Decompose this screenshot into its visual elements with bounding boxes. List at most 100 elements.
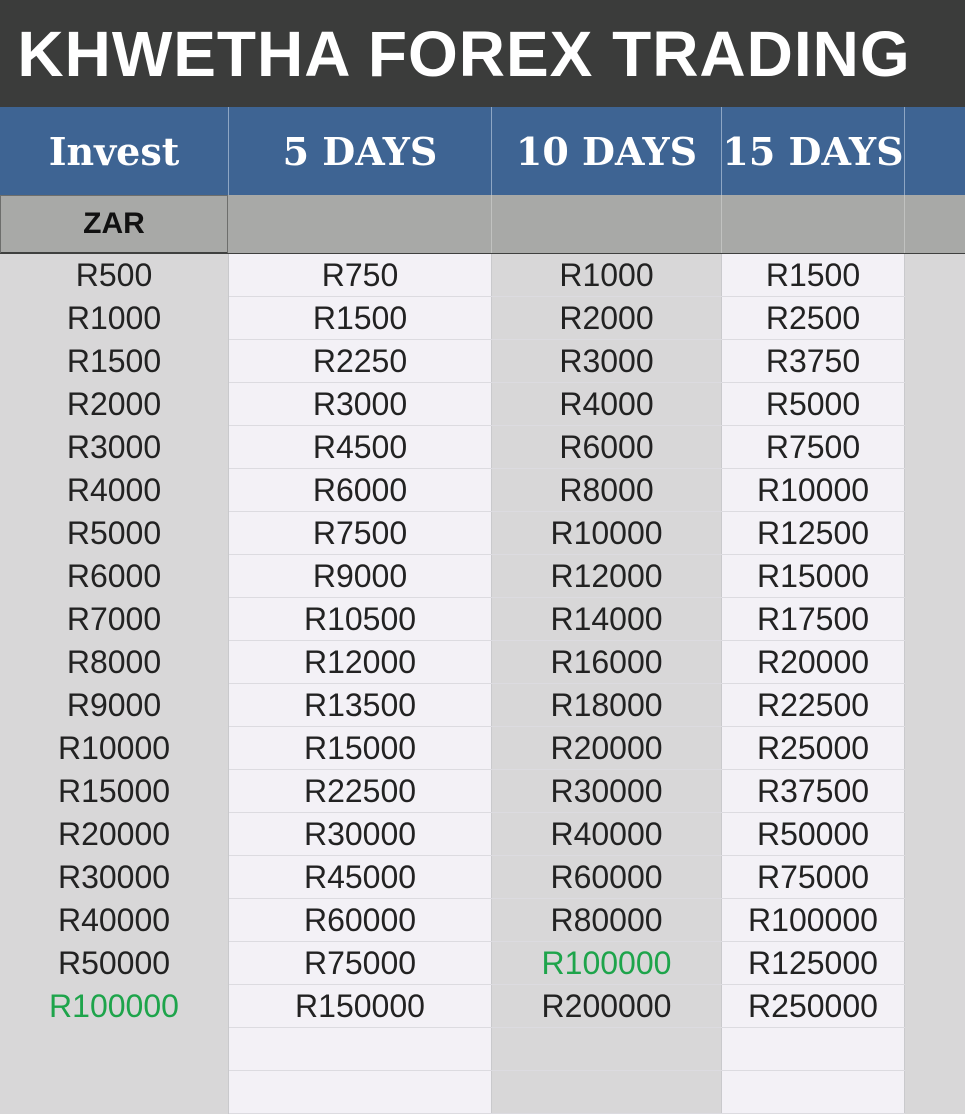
cell-10-days: R8000 — [559, 472, 654, 508]
cell-10-days: R6000 — [559, 429, 654, 465]
cell-15-days: R37500 — [756, 773, 870, 809]
cell-10-days: R16000 — [550, 644, 663, 680]
cell-5-days: R1500 — [312, 300, 408, 336]
cell-5-days: R30000 — [303, 816, 417, 852]
cell-10-days: R20000 — [550, 730, 663, 766]
cell-10-days: R1000 — [559, 257, 654, 293]
header-10-days: 10 DAYS — [515, 128, 698, 174]
row-divider — [229, 554, 905, 555]
cell-5-days: R60000 — [303, 902, 417, 938]
column-divider — [904, 107, 905, 1114]
table-row: R6000 R9000 R12000 R15000 — [0, 555, 965, 598]
cell-15-days: R17500 — [756, 601, 870, 637]
cell-15-days: R20000 — [756, 644, 870, 680]
cell-10-days: R10000 — [550, 515, 663, 551]
header-bottom-border — [0, 253, 965, 254]
cell-10-days: R12000 — [550, 558, 663, 594]
cell-invest: R8000 — [66, 644, 162, 680]
cell-5-days: R6000 — [312, 472, 408, 508]
header-divider — [904, 107, 905, 195]
cell-10-days: R200000 — [541, 988, 672, 1024]
column-5-days — [229, 107, 491, 1114]
cell-15-days: R2500 — [765, 300, 861, 336]
cell-invest: R15000 — [57, 773, 171, 809]
header-15-days: 15 DAYS — [722, 128, 904, 174]
cell-10-days: R4000 — [559, 386, 654, 422]
cell-invest: R9000 — [66, 687, 162, 723]
table-row: R2000 R3000 R4000 R5000 — [0, 383, 965, 426]
table-row: R5000 R7500 R10000 R12500 — [0, 512, 965, 555]
row-divider — [229, 941, 905, 942]
column-10-days — [492, 107, 721, 1114]
cell-15-days: R12500 — [756, 515, 870, 551]
cell-invest: R10000 — [57, 730, 171, 766]
table-row: R8000 R12000 R16000 R20000 — [0, 641, 965, 684]
table-row: R10000 R15000 R20000 R25000 — [0, 727, 965, 770]
cell-5-days: R13500 — [303, 687, 417, 723]
table-row: R20000 R30000 R40000 R50000 — [0, 813, 965, 856]
header-divider — [721, 107, 722, 195]
cell-5-days: R7500 — [312, 515, 408, 551]
header-invest: Invest — [48, 128, 180, 174]
cell-10-days: R60000 — [550, 859, 663, 895]
table-row: R30000 R45000 R60000 R75000 — [0, 856, 965, 899]
cell-10-days: R18000 — [550, 687, 663, 723]
currency-row: ZAR — [0, 195, 965, 254]
cell-5-days: R150000 — [295, 988, 425, 1024]
cell-10-days: R14000 — [550, 601, 663, 637]
cell-5-days: R22500 — [303, 773, 417, 809]
cell-10-days: R30000 — [550, 773, 663, 809]
column-divider — [491, 107, 492, 1114]
cell-15-days: R22500 — [756, 687, 870, 723]
column-extra — [905, 107, 965, 1114]
table-row: R3000 R4500 R6000 R7500 — [0, 426, 965, 469]
cell-15-days: R75000 — [756, 859, 870, 895]
cell-10-days: R100000 — [541, 945, 672, 981]
cell-invest: R3000 — [66, 429, 162, 465]
currency-label: ZAR — [0, 195, 228, 254]
row-divider — [229, 640, 905, 641]
table-row: R100000 R150000 R200000 R250000 — [0, 985, 965, 1028]
cell-10-days: R2000 — [559, 300, 654, 336]
cell-invest: R20000 — [57, 816, 171, 852]
cell-15-days: R1500 — [765, 257, 861, 293]
cell-5-days: R75000 — [303, 945, 417, 981]
column-divider — [721, 107, 722, 1114]
table-row: R40000 R60000 R80000 R100000 — [0, 899, 965, 942]
column-15-days — [722, 107, 904, 1114]
cell-15-days: R15000 — [756, 558, 870, 594]
table-row: R500 R750 R1000 R1500 — [0, 254, 965, 297]
row-divider — [229, 339, 905, 340]
cell-15-days: R10000 — [756, 472, 870, 508]
cell-15-days: R100000 — [748, 902, 878, 938]
row-divider — [229, 382, 905, 383]
row-divider — [229, 425, 905, 426]
cell-15-days: R7500 — [765, 429, 861, 465]
cell-5-days: R750 — [321, 257, 399, 293]
cell-5-days: R15000 — [303, 730, 417, 766]
subrow-divider — [721, 195, 722, 253]
header-divider — [228, 107, 229, 195]
cell-invest — [0, 1028, 228, 1071]
subrow-divider — [491, 195, 492, 253]
cell-invest: R1500 — [66, 343, 162, 379]
table-row — [0, 1071, 965, 1114]
cell-15-days: R125000 — [748, 945, 878, 981]
cell-10-days: R80000 — [550, 902, 663, 938]
cell-5-days: R2250 — [312, 343, 408, 379]
cell-10-days — [492, 1028, 721, 1071]
cell-5-days — [229, 1028, 491, 1071]
page-title: KHWETHA FOREX TRADING — [17, 17, 911, 90]
row-divider — [229, 468, 905, 469]
row-divider — [229, 984, 905, 985]
row-divider — [229, 1070, 905, 1071]
cell-15-days — [722, 1071, 904, 1114]
cell-invest: R1000 — [66, 300, 162, 336]
cell-invest: R6000 — [66, 558, 162, 594]
table-row: R1500 R2250 R3000 R3750 — [0, 340, 965, 383]
cell-invest: R100000 — [49, 988, 179, 1024]
header-divider — [491, 107, 492, 195]
cell-5-days: R3000 — [312, 386, 408, 422]
cell-5-days: R4500 — [312, 429, 408, 465]
row-divider — [229, 726, 905, 727]
